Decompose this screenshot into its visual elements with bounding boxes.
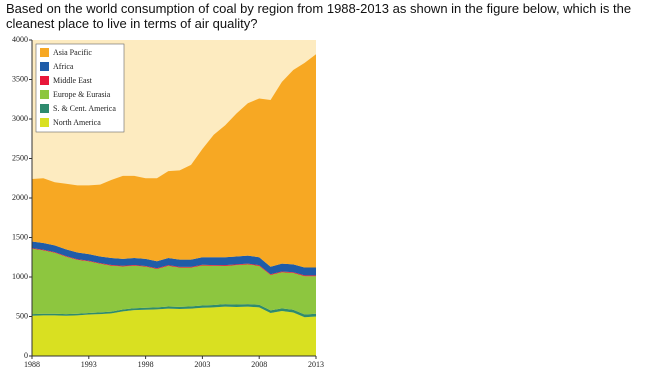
area bbox=[32, 306, 316, 356]
legend-label: Europe & Eurasia bbox=[53, 90, 111, 99]
legend-label: Asia Pacific bbox=[53, 48, 92, 57]
legend-swatch bbox=[40, 90, 49, 99]
y-tick-label: 1500 bbox=[12, 232, 28, 241]
y-tick-label: 2500 bbox=[12, 153, 28, 162]
x-tick-label: 2008 bbox=[251, 360, 267, 369]
x-tick-label: 1998 bbox=[138, 360, 154, 369]
x-tick-label: 2013 bbox=[308, 360, 324, 369]
y-tick-label: 2000 bbox=[12, 193, 28, 202]
x-tick-label: 1993 bbox=[81, 360, 97, 369]
legend-label: Middle East bbox=[53, 76, 93, 85]
y-tick-label: 500 bbox=[16, 311, 28, 320]
y-tick-label: 4000 bbox=[12, 35, 28, 44]
legend-swatch bbox=[40, 104, 49, 113]
area bbox=[32, 54, 316, 268]
y-tick-label: 1000 bbox=[12, 272, 28, 281]
area bbox=[32, 248, 316, 315]
legend-label: North America bbox=[53, 118, 101, 127]
legend-label: Africa bbox=[53, 62, 74, 71]
y-tick-label: 0 bbox=[24, 351, 28, 360]
x-tick-label: 1988 bbox=[24, 360, 40, 369]
area bbox=[32, 304, 316, 318]
y-tick-label: 3000 bbox=[12, 114, 28, 123]
area bbox=[32, 241, 316, 276]
legend-label: S. & Cent. America bbox=[53, 104, 116, 113]
y-tick-label: 3500 bbox=[12, 74, 28, 83]
question: Based on the world consumption of coal b… bbox=[6, 1, 632, 31]
legend-swatch bbox=[40, 62, 49, 71]
legend-swatch bbox=[40, 118, 49, 127]
legend-swatch bbox=[40, 76, 49, 85]
legend-box bbox=[35, 43, 125, 133]
legend-swatch bbox=[40, 48, 49, 57]
x-tick-label: 2003 bbox=[194, 360, 210, 369]
